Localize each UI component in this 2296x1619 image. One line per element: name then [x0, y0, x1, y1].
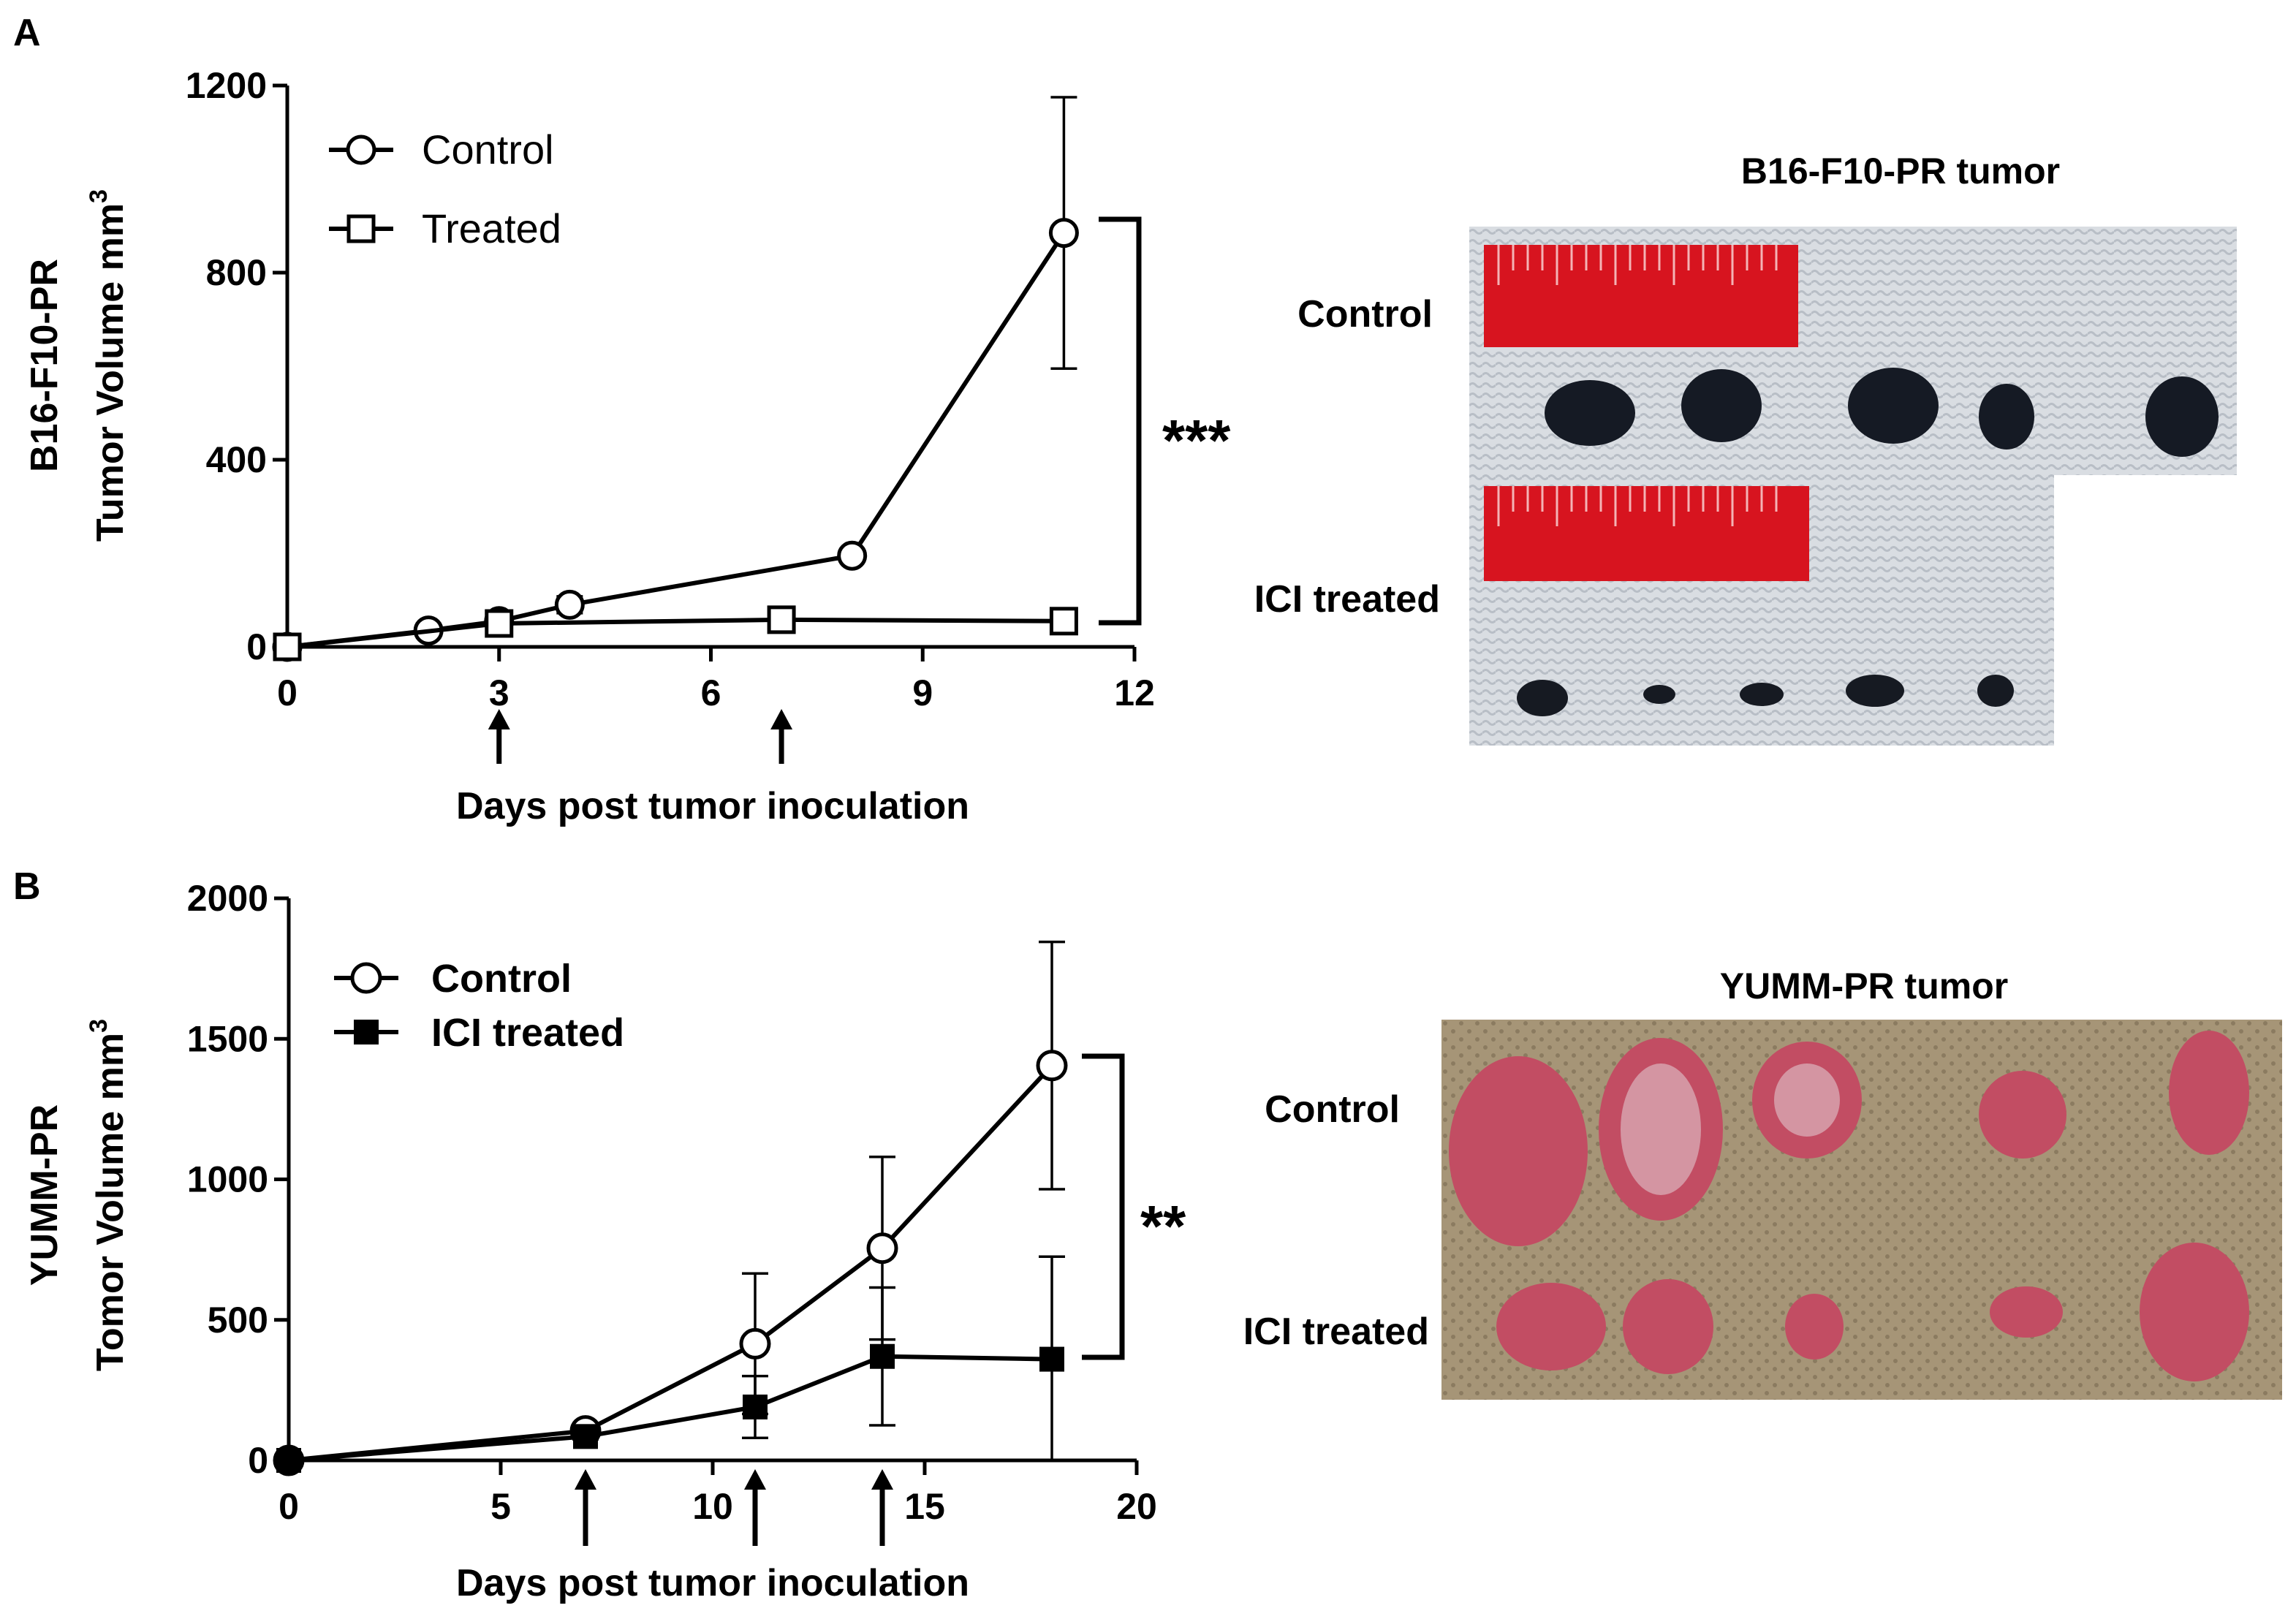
legend-marker: [346, 214, 376, 243]
legend-label: ICI treated: [431, 1011, 624, 1055]
legend-marker: [350, 962, 382, 994]
x-tick-label: 20: [1116, 1486, 1157, 1527]
y-tick-label: 1500: [187, 1018, 268, 1059]
y-axis-label-superscript: 3: [85, 1019, 113, 1033]
data-point: [554, 589, 585, 620]
data-point: [1039, 1346, 1064, 1372]
series-line: [287, 231, 1066, 649]
series-control: [272, 96, 1079, 662]
panel-letter: A: [13, 12, 41, 54]
y-tick-label: 1200: [186, 65, 267, 106]
y-axis-label-line1: B16-F10-PR: [23, 259, 66, 472]
data-point: [767, 605, 796, 634]
y-tick-label: 2000: [187, 878, 268, 919]
series-line: [288, 1063, 1054, 1463]
legend-marker: [354, 1020, 379, 1044]
tumor-photo-b: [1441, 1020, 2282, 1400]
significance-stars: ***: [1162, 408, 1231, 473]
significance-bracket: [1099, 216, 1142, 626]
y-axis-label-text: Tumor Volume mm: [89, 203, 132, 542]
data-point: [273, 632, 302, 661]
photo-label-b-control: Control: [1265, 1088, 1400, 1131]
tumor-photo-a-drawing: [1469, 227, 2237, 746]
data-point: [276, 1448, 301, 1473]
legend-item: Treated: [329, 205, 561, 251]
y-tick-label: 500: [208, 1300, 268, 1341]
data-point: [573, 1424, 598, 1449]
significance-stars: **: [1140, 1194, 1186, 1259]
series-control: [273, 940, 1068, 1476]
photo-label-b-treated: ICI treated: [1243, 1311, 1429, 1353]
legend-item: ICI treated: [334, 1011, 624, 1055]
y-tick-label: 800: [206, 252, 267, 293]
y-tick-label: 1000: [187, 1159, 268, 1200]
y-tick-label: 400: [206, 439, 267, 480]
legend-label: Control: [422, 126, 554, 172]
y-axis-label-line1: YUMM-PR: [23, 1104, 66, 1286]
chart-panel-a: A 0 400 800 1200 0 3 6 9 12 B16-F10-PR Tumor Volume…: [13, 12, 1231, 827]
photo-title-a: B16-F10-PR tumor: [1740, 151, 2061, 192]
x-tick-label: 15: [904, 1486, 945, 1527]
y-axis-label-line2: Tumor Volume mm3: [85, 189, 132, 542]
legend-label: Control: [431, 957, 572, 1001]
data-point: [1048, 218, 1079, 249]
legend-marker: [346, 134, 376, 165]
data-point: [1049, 607, 1078, 636]
series-line: [288, 1354, 1053, 1463]
tumor-photo-b-drawing: [1441, 1020, 2282, 1400]
x-tick-label: 9: [912, 672, 933, 713]
chart-panel-b: B 0 500 1000 1500 2000 0 5 10 15 20 YUMM-PR Tomor Vo…: [13, 865, 1186, 1604]
y-tick-label: 0: [246, 626, 267, 667]
data-point: [866, 1232, 898, 1265]
x-tick-label: 0: [277, 672, 298, 713]
x-tick-label: 6: [701, 672, 721, 713]
series-ici-treated: [276, 1255, 1065, 1473]
tumor-photo-a: [1469, 227, 2237, 746]
dosing-arrow-head: [871, 1469, 893, 1490]
legend-item: Control: [334, 957, 572, 1001]
data-point: [870, 1343, 895, 1369]
x-axis-label: Days post tumor inoculation: [456, 785, 969, 827]
photo-title-b: YUMM-PR tumor: [1719, 966, 2009, 1006]
data-point: [837, 540, 868, 571]
x-axis-label: Days post tumor inoculation: [456, 1562, 969, 1604]
dosing-arrow-head: [488, 709, 510, 729]
legend-label: Treated: [422, 205, 561, 251]
data-point: [739, 1327, 771, 1360]
y-axis-label-line2: Tomor Volume mm3: [85, 1019, 132, 1371]
significance-bracket: [1082, 1053, 1125, 1360]
x-tick-label: 12: [1114, 672, 1155, 713]
dosing-arrow-head: [744, 1469, 766, 1490]
data-point: [1036, 1050, 1068, 1082]
x-tick-label: 10: [692, 1486, 733, 1527]
x-tick-label: 3: [489, 672, 509, 713]
x-tick-label: 5: [490, 1486, 511, 1527]
y-tick-label: 0: [248, 1440, 268, 1481]
panel-letter: B: [13, 865, 41, 908]
dosing-arrow-head: [770, 709, 793, 729]
dosing-arrow-head: [575, 1469, 596, 1490]
photo-label-a-control: Control: [1297, 293, 1433, 335]
series-treated: [273, 605, 1078, 661]
legend-item: Control: [329, 126, 554, 172]
data-point: [485, 609, 514, 638]
photo-label-a-treated: ICI treated: [1254, 578, 1440, 621]
y-axis-label-text: Tomor Volume mm: [89, 1033, 132, 1371]
x-tick-label: 0: [279, 1486, 299, 1527]
data-point: [743, 1394, 768, 1419]
y-axis-label-superscript: 3: [85, 189, 113, 203]
series-line: [287, 617, 1064, 649]
